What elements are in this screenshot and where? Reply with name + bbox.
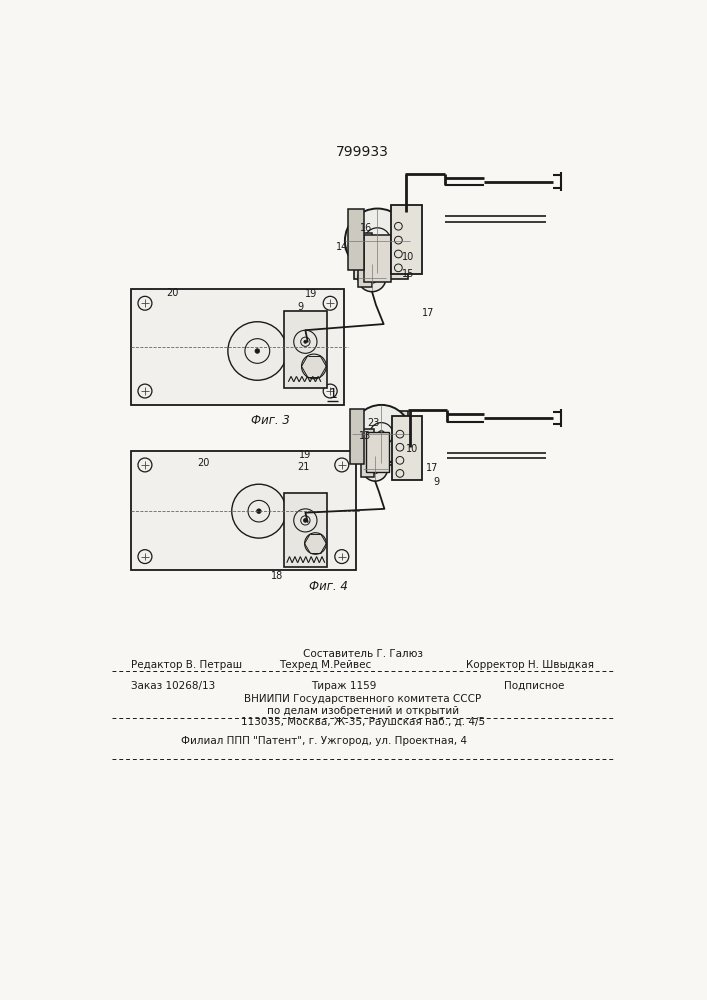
Bar bbox=[361, 429, 374, 477]
Bar bbox=[358, 233, 372, 287]
Circle shape bbox=[305, 533, 327, 554]
Circle shape bbox=[232, 484, 286, 538]
Bar bbox=[131, 289, 344, 405]
Text: 23: 23 bbox=[368, 418, 380, 428]
Text: ВНИИПИ Государственного комитета СССР: ВНИИПИ Государственного комитета СССР bbox=[244, 694, 481, 704]
Circle shape bbox=[255, 349, 259, 353]
Text: Составитель Г. Галюз: Составитель Г. Галюз bbox=[303, 649, 423, 659]
Text: 19: 19 bbox=[299, 450, 311, 460]
Circle shape bbox=[301, 354, 327, 379]
Circle shape bbox=[257, 509, 261, 513]
Text: 20: 20 bbox=[166, 288, 178, 298]
Text: 113035, Москва, Ж-35, Раушская наб., д. 4/5: 113035, Москва, Ж-35, Раушская наб., д. … bbox=[240, 717, 485, 727]
Circle shape bbox=[228, 322, 287, 380]
Bar bbox=[131, 451, 356, 570]
Text: 17: 17 bbox=[421, 308, 434, 318]
Circle shape bbox=[304, 340, 307, 343]
Text: 10: 10 bbox=[406, 444, 419, 454]
Circle shape bbox=[373, 237, 381, 245]
Text: Подписное: Подписное bbox=[504, 681, 564, 691]
Text: 20: 20 bbox=[197, 458, 209, 468]
Bar bbox=[392, 416, 421, 480]
Text: 18: 18 bbox=[271, 571, 283, 581]
Bar bbox=[363, 235, 391, 282]
Text: Тираж 1159: Тираж 1159 bbox=[312, 681, 377, 691]
Circle shape bbox=[358, 264, 386, 292]
Circle shape bbox=[352, 405, 411, 463]
Text: 13: 13 bbox=[359, 431, 371, 441]
Bar bbox=[354, 214, 409, 279]
Circle shape bbox=[378, 431, 385, 438]
Circle shape bbox=[345, 209, 410, 273]
Bar bbox=[362, 411, 409, 465]
Text: 1: 1 bbox=[328, 387, 337, 401]
Bar bbox=[284, 311, 327, 388]
Circle shape bbox=[303, 518, 308, 522]
Text: 9: 9 bbox=[433, 477, 439, 487]
Text: Фиг. 4: Фиг. 4 bbox=[309, 580, 348, 593]
Text: Редактор В. Петраш: Редактор В. Петраш bbox=[131, 660, 242, 670]
Bar bbox=[391, 205, 421, 274]
Text: 21: 21 bbox=[298, 462, 310, 472]
Text: 15: 15 bbox=[402, 269, 414, 279]
Text: 9: 9 bbox=[298, 302, 304, 312]
Text: 17: 17 bbox=[426, 463, 438, 473]
Text: Техред М.Рейвес: Техред М.Рейвес bbox=[279, 660, 371, 670]
Text: Корректор Н. Швыдкая: Корректор Н. Швыдкая bbox=[466, 660, 594, 670]
Text: 10: 10 bbox=[402, 252, 414, 262]
Bar bbox=[348, 209, 363, 270]
Bar bbox=[284, 493, 327, 567]
Text: Фиг. 3: Фиг. 3 bbox=[251, 414, 290, 427]
Circle shape bbox=[370, 276, 374, 280]
Text: 19: 19 bbox=[305, 289, 317, 299]
Text: по делам изобретений и открытий: по делам изобретений и открытий bbox=[267, 706, 459, 716]
Text: 799933: 799933 bbox=[337, 145, 389, 159]
Text: 14: 14 bbox=[337, 242, 349, 252]
Circle shape bbox=[363, 456, 387, 481]
Text: Филиал ППП "Патент", г. Ужгород, ул. Проектная, 4: Филиал ППП "Патент", г. Ужгород, ул. Про… bbox=[182, 736, 467, 746]
Text: 16: 16 bbox=[360, 223, 372, 233]
Bar bbox=[366, 432, 389, 472]
Text: Заказ 10268/13: Заказ 10268/13 bbox=[131, 681, 215, 691]
Bar bbox=[349, 409, 363, 464]
Circle shape bbox=[373, 467, 377, 470]
